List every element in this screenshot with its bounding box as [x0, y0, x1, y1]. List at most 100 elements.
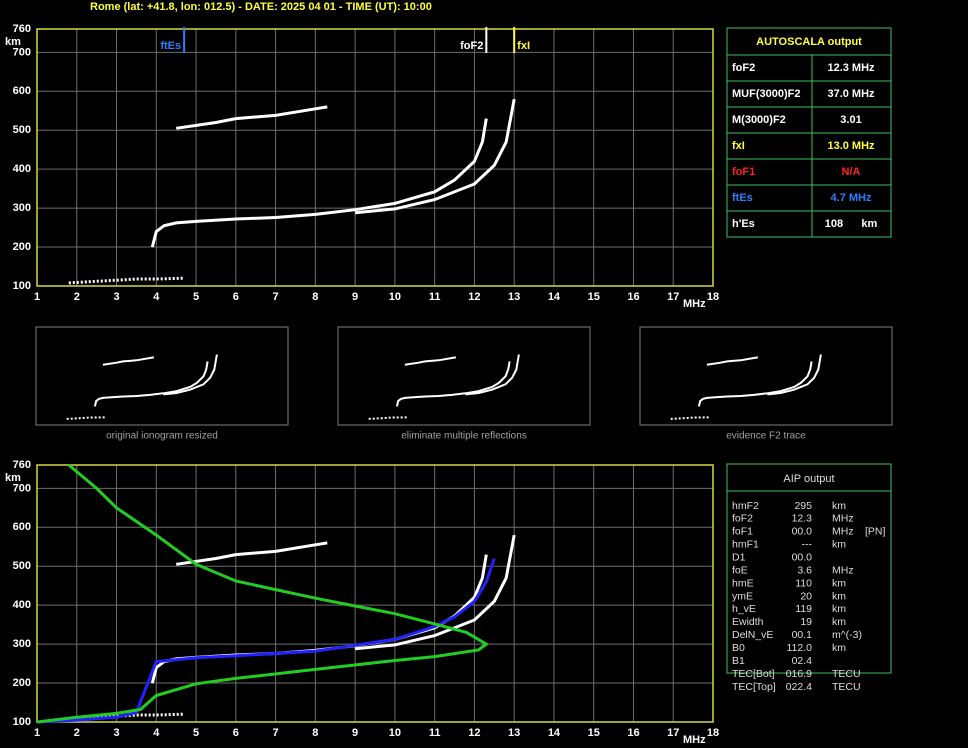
x-tick-label: 16 — [627, 291, 639, 303]
header-title: Rome (lat: +41.8, lon: 012.5) - DATE: 20… — [90, 1, 432, 13]
trace — [102, 356, 155, 366]
aip-cell: 19 — [800, 616, 812, 628]
aip-cell: km — [832, 616, 846, 628]
x-tick-label: 11 — [429, 291, 441, 303]
y-tick-label: 200 — [13, 677, 31, 689]
x-tick-label: 12 — [468, 727, 480, 739]
aip-cell: hmF2 — [732, 500, 759, 512]
y-tick-label: 760 — [13, 459, 31, 471]
x-tick-label: 3 — [113, 727, 119, 739]
aip-title: AIP output — [783, 473, 834, 485]
autoscala-value: N/A — [842, 166, 861, 178]
x-tick-label: 7 — [273, 727, 279, 739]
x-tick-label: 14 — [548, 291, 561, 303]
aip-cell: DelN_vE — [732, 629, 773, 641]
aip-cell: km — [832, 500, 846, 512]
x-tick-label: 12 — [468, 291, 480, 303]
x-tick-label: 1 — [34, 291, 40, 303]
aip-cell: 00.1 — [792, 629, 813, 641]
autoscala-value: 13.0 MHz — [827, 140, 875, 152]
trace — [354, 98, 516, 215]
thumbnail-frame — [35, 326, 289, 426]
x-tick-label: 2 — [74, 727, 80, 739]
trace — [150, 118, 488, 248]
x-tick-label: 5 — [193, 727, 199, 739]
x-tick-label: 4 — [153, 291, 160, 303]
trace — [93, 361, 209, 407]
x-axis-label: MHz — [683, 734, 706, 746]
x-tick-label: 1 — [34, 727, 40, 739]
trace — [163, 354, 218, 396]
aip-cell: B0 — [732, 642, 745, 654]
y-tick-label: 760 — [13, 23, 31, 35]
x-tick-label: 5 — [193, 291, 199, 303]
aip-cell: 016.9 — [786, 668, 812, 680]
trace — [175, 541, 328, 566]
aip-cell: TECU — [832, 681, 861, 693]
autoscala-label: fxI — [732, 140, 745, 152]
aip-cell: m^(-3) — [832, 629, 862, 641]
trace — [697, 361, 813, 407]
x-tick-label: 4 — [153, 727, 160, 739]
autoscala-value: 12.3 MHz — [827, 62, 875, 74]
y-tick-label: 400 — [13, 163, 31, 175]
autoscala-value: 37.0 MHz — [827, 88, 875, 100]
x-tick-label: 13 — [508, 291, 520, 303]
autoscala-label: h'Es — [732, 218, 755, 230]
autoscala-label: M(3000)F2 — [732, 114, 786, 126]
marker-label: fxI — [517, 40, 530, 52]
aip-cell: 00.0 — [792, 526, 813, 538]
y-tick-label: 200 — [13, 241, 31, 253]
aip-cell: 022.4 — [786, 681, 812, 693]
marker-label: foF2 — [460, 40, 483, 52]
x-tick-label: 8 — [312, 291, 318, 303]
aip-cell: km — [832, 577, 846, 589]
y-tick-label: 700 — [13, 482, 31, 494]
aip-cell: ymE — [732, 590, 753, 602]
aip-cell: 119 — [795, 603, 812, 615]
x-tick-label: 17 — [667, 727, 679, 739]
x-tick-label: 17 — [667, 291, 679, 303]
aip-box — [726, 463, 892, 674]
aip-cell: foF1 — [732, 526, 753, 538]
autoscala-value: 4.7 MHz — [831, 192, 872, 204]
x-tick-label: 18 — [707, 727, 719, 739]
x-tick-label: 15 — [588, 291, 600, 303]
thumbnail-frame — [337, 326, 591, 426]
x-tick-label: 6 — [233, 727, 239, 739]
y-tick-label: 600 — [13, 521, 31, 533]
trace — [706, 356, 759, 366]
trace — [395, 361, 511, 407]
x-tick-label: 18 — [707, 291, 719, 303]
x-tick-label: 10 — [389, 291, 401, 303]
plot-border — [36, 28, 714, 287]
aip-cell: 112.0 — [787, 642, 813, 654]
marker-label: ftEs — [160, 40, 181, 52]
autoscala-label: foF1 — [732, 166, 755, 178]
aip-cell: MHz — [832, 564, 854, 576]
x-tick-label: 9 — [352, 727, 358, 739]
autoscala-value: 108 km — [825, 218, 878, 230]
y-tick-label: 300 — [13, 202, 31, 214]
trace — [36, 558, 496, 724]
aip-cell: km — [832, 590, 846, 602]
aip-cell: --- — [802, 539, 813, 551]
aip-cell: Ewidth — [732, 616, 764, 628]
trace — [465, 354, 520, 396]
y-tick-label: 100 — [13, 716, 31, 728]
aip-cell: MHz — [832, 513, 854, 525]
x-tick-label: 16 — [627, 727, 639, 739]
aip-cell: B1 — [732, 655, 745, 667]
aip-cell: 00.0 — [792, 552, 813, 564]
thumbnail-frame — [639, 326, 893, 426]
aip-cell: MHz — [832, 526, 854, 538]
x-tick-label: 9 — [352, 291, 358, 303]
aip-cell: [PN] — [865, 526, 886, 538]
x-tick-label: 7 — [273, 291, 279, 303]
trace — [36, 463, 490, 724]
trace — [68, 276, 185, 285]
aip-cell: 02.4 — [792, 655, 813, 667]
aip-cell: foE — [732, 564, 748, 576]
aip-cell: 12.3 — [792, 513, 813, 525]
aip-cell: hmE — [732, 577, 754, 589]
